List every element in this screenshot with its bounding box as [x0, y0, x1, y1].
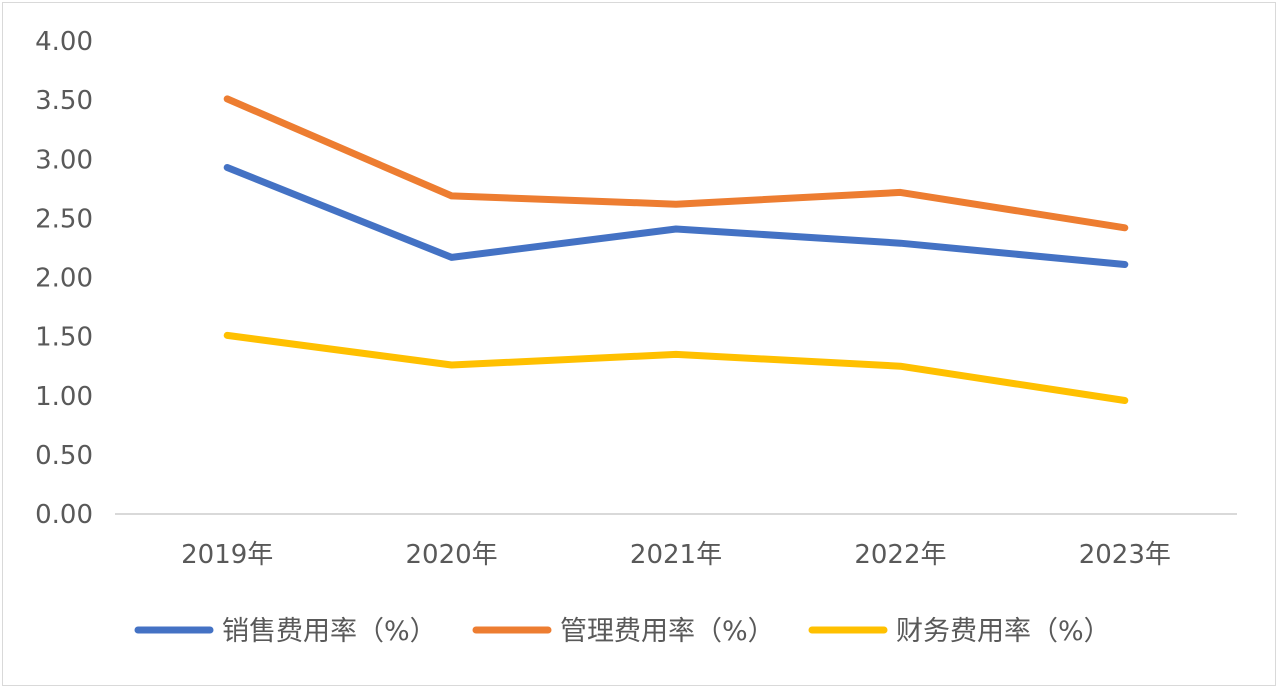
x-tick-label: 2020年 — [406, 540, 498, 570]
series-line-3 — [223, 331, 1129, 404]
y-tick-label: 1.00 — [35, 382, 93, 412]
x-tick-label: 2023年 — [1079, 540, 1171, 570]
y-tick-label: 2.00 — [35, 264, 93, 294]
x-tick-label: 2021年 — [630, 540, 722, 570]
y-tick-label: 3.00 — [35, 145, 93, 175]
y-axis-labels: 0.00 0.50 1.00 1.50 2.00 2.50 3.00 3.50 4.00 — [35, 27, 93, 530]
y-tick-label: 2.50 — [35, 204, 93, 234]
legend: 销售费用率（%） 管理费用率（%） 财务费用率（%） — [134, 616, 1111, 647]
series-lines — [223, 95, 1129, 404]
legend-label: 财务费用率（%） — [896, 616, 1111, 647]
series-line-2 — [223, 95, 1129, 232]
x-tick-label: 2019年 — [181, 540, 273, 570]
series-line-1 — [223, 164, 1129, 268]
x-axis-labels: 2019年 2020年 2021年 2022年 2023年 — [181, 540, 1171, 570]
legend-label: 销售费用率（%） — [222, 616, 437, 647]
y-tick-label: 1.50 — [35, 323, 93, 353]
y-tick-label: 0.50 — [35, 441, 93, 471]
x-tick-label: 2022年 — [854, 540, 946, 570]
y-tick-label: 4.00 — [35, 27, 93, 57]
legend-label: 管理费用率（%） — [560, 616, 775, 647]
y-tick-label: 0.00 — [35, 500, 93, 530]
y-tick-label: 3.50 — [35, 86, 93, 116]
